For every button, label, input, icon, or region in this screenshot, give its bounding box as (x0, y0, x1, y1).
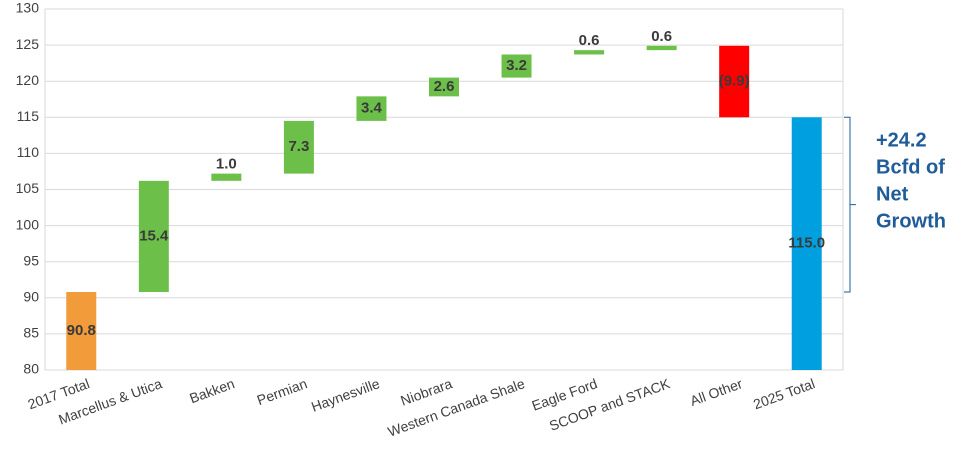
x-tick-label: Permian (255, 375, 309, 408)
y-tick-label: 110 (17, 144, 40, 160)
y-tick-label: 105 (16, 180, 40, 196)
value-label: 1.0 (216, 156, 237, 173)
x-tick-label: All Other (688, 375, 745, 409)
x-tick-label: 2025 Total (751, 375, 817, 412)
y-tick-label: 95 (23, 252, 39, 268)
value-label: 15.4 (139, 227, 169, 244)
y-tick-label: 80 (23, 361, 39, 377)
y-tick-label: 125 (16, 36, 40, 52)
x-tick-label: SCOOP and STACK (547, 375, 673, 434)
value-label: 0.6 (651, 28, 672, 45)
annotation: Growth (876, 210, 946, 232)
bar (791, 117, 822, 370)
value-label: 3.4 (361, 100, 383, 117)
bar (501, 54, 532, 78)
plot-border (44, 8, 844, 371)
y-tick-label: 85 (23, 325, 39, 341)
annotation: Bcfd of (876, 156, 945, 178)
y-tick-label: 115 (17, 108, 40, 124)
y-tick-label: 130 (16, 0, 40, 16)
value-label: (9.9) (719, 73, 750, 90)
bar (138, 180, 169, 293)
bar (356, 96, 387, 121)
value-label: 2.6 (434, 78, 455, 95)
annotation: +24.2 (876, 129, 927, 151)
x-tick-label: Bakken (187, 375, 236, 406)
annotation: Net (876, 183, 909, 205)
bar (211, 173, 242, 181)
bar (646, 45, 677, 51)
bar (429, 77, 459, 97)
y-tick-label: 100 (16, 216, 40, 232)
bar (719, 45, 750, 118)
bracket (844, 116, 856, 293)
x-tick-label: Haynesville (309, 375, 382, 415)
value-label: 0.6 (579, 32, 600, 49)
y-tick-label: 120 (16, 72, 40, 88)
y-tick-label: 90 (23, 289, 39, 305)
bar (283, 120, 314, 174)
value-label: 7.3 (288, 138, 309, 155)
value-label: 115.0 (788, 235, 825, 252)
value-label: 3.2 (506, 57, 527, 74)
bar (574, 50, 605, 55)
bar (66, 292, 97, 370)
value-label: 90.8 (67, 322, 96, 339)
